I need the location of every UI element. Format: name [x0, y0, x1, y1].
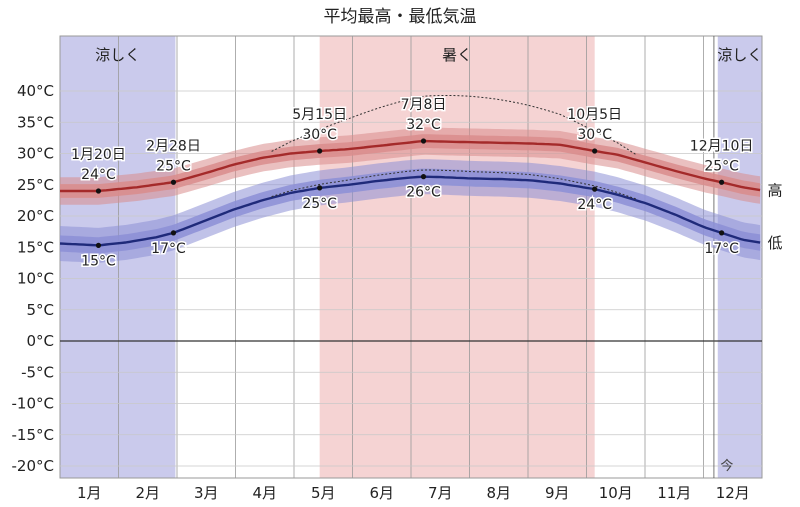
x-tick-label: 6月 — [369, 484, 394, 502]
annotation-dot — [420, 174, 427, 180]
season-label: 涼しく — [717, 46, 762, 64]
x-tick-label: 11月 — [657, 484, 691, 502]
annotation-temp: 17°C — [704, 241, 739, 257]
annotation-dot — [170, 179, 177, 185]
axes: 40°C 35°C 30°C 25°C 20°C 15°C 10°C 5°C 0°C -5°C -1… — [12, 82, 750, 502]
chart-title: 平均最高・最低気温 — [324, 7, 477, 27]
season-band — [319, 36, 595, 478]
band-p75 — [60, 168, 761, 254]
annotation-dot — [592, 186, 598, 192]
annotation-temp: 25°C — [302, 196, 337, 212]
annotation-date: 12月10日 — [690, 138, 754, 154]
series-line — [60, 139, 761, 193]
x-tick-label: 9月 — [545, 484, 570, 502]
annotation-dot — [592, 148, 598, 154]
x-tick-label: 4月 — [252, 484, 277, 502]
annotation-dot — [719, 230, 725, 236]
y-tick-label: 10°C — [17, 270, 54, 288]
y-tick-label: 35°C — [17, 113, 54, 131]
today-label: 今 — [720, 458, 733, 474]
x-tick-label: 12月 — [716, 484, 750, 502]
annotation-temp: 30°C — [302, 127, 337, 143]
series-label: 低 — [767, 234, 782, 252]
annotation-temp: 26°C — [406, 185, 441, 201]
y-tick-label: 0°C — [26, 332, 54, 350]
annotation-dot — [170, 230, 177, 236]
annotation-dot — [95, 242, 102, 248]
annotation-temp: 24°C — [577, 197, 612, 213]
annotation-dot — [317, 148, 323, 154]
season-bands: 涼しく 暑く 涼しく — [60, 36, 762, 478]
x-tick-label: 2月 — [135, 484, 160, 502]
annotation-date: 2月28日 — [146, 138, 201, 154]
y-tick-label: 20°C — [17, 207, 54, 225]
y-tick-label: -15°C — [12, 426, 54, 444]
y-tick-label: 5°C — [26, 301, 54, 319]
x-tick-label: 7月 — [428, 484, 453, 502]
annotation-temp: 25°C — [156, 158, 191, 174]
annotation-dot — [719, 179, 725, 185]
x-tick-label: 5月 — [311, 484, 336, 502]
series-extreme-dotted — [271, 95, 638, 156]
y-tick-label: 15°C — [17, 238, 54, 256]
series-extreme-dotted — [271, 169, 638, 200]
annotation-temp: 25°C — [704, 158, 739, 174]
season-label: 涼しく — [95, 46, 140, 64]
annotation-date: 10月5日 — [567, 107, 622, 123]
annotation-dot — [95, 188, 102, 194]
annotation-dot — [317, 185, 323, 191]
annotation-date: 5月15日 — [292, 107, 347, 123]
annotation-date: 1月20日 — [71, 147, 126, 163]
x-tick-label: 10月 — [599, 484, 633, 502]
x-tick-label: 8月 — [486, 484, 511, 502]
annotation-temp: 17°C — [151, 241, 186, 257]
y-tick-label: -10°C — [12, 395, 54, 413]
x-tick-label: 1月 — [77, 484, 102, 502]
annotation-temp: 24°C — [81, 167, 116, 183]
series-label: 高 — [767, 181, 782, 199]
y-tick-label: -20°C — [12, 457, 54, 475]
annotation-date: 7月8日 — [401, 97, 447, 113]
y-tick-label: -5°C — [21, 363, 54, 381]
annotation-temp: 30°C — [577, 127, 612, 143]
y-tick-label: 30°C — [17, 145, 54, 163]
y-tick-label: 25°C — [17, 176, 54, 194]
annotations: 1月20日 24°C 2月28日 25°C 5月15日 30°C 7月8日 32°C 10月5日… — [70, 96, 755, 271]
series-lines: 高低 — [59, 95, 783, 252]
annotation-temp: 32°C — [406, 117, 441, 133]
series-line — [59, 175, 761, 247]
annotation-dot — [420, 138, 427, 144]
annotation-temp: 15°C — [81, 253, 116, 269]
y-tick-label: 40°C — [17, 82, 54, 100]
x-tick-label: 3月 — [194, 484, 219, 502]
season-label: 暑く — [442, 46, 472, 64]
